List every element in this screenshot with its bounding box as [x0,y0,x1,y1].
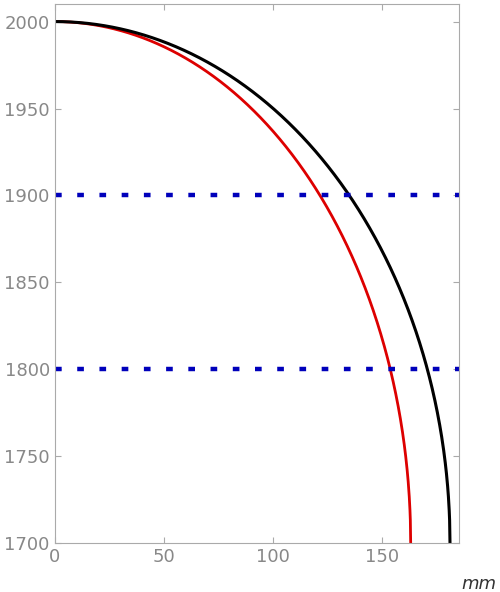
Text: mm: mm [461,575,496,592]
